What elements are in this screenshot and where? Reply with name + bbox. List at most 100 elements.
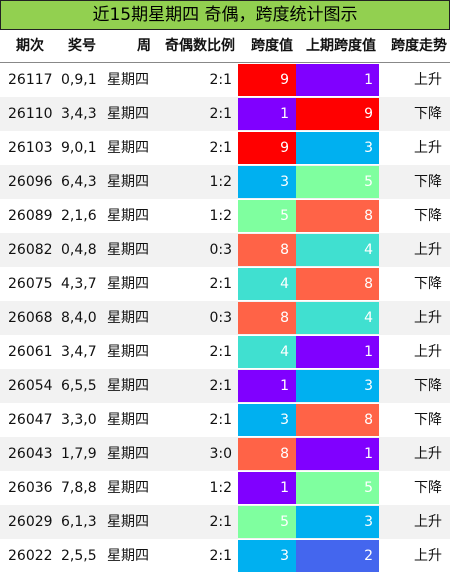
table-cell: 星期四 <box>107 412 149 428</box>
table-cell: 上升 <box>414 514 442 530</box>
span-cell: 1 <box>296 438 379 470</box>
table-cell: 星期四 <box>107 480 149 496</box>
span-cell: 4 <box>238 336 296 368</box>
span-cell: 1 <box>296 336 379 368</box>
table-cell: 2:1 <box>209 412 232 428</box>
table-cell: 3,3,0 <box>61 412 97 428</box>
table-cell: 0:3 <box>209 310 232 326</box>
table-cell: 星期四 <box>107 174 149 190</box>
table-cell: 上升 <box>414 344 442 360</box>
table-cell: 上升 <box>414 140 442 156</box>
table-cell: 26047 <box>8 412 53 428</box>
header-cell: 奖号 <box>68 38 96 54</box>
table-cell: 2:1 <box>209 140 232 156</box>
table-cell: 上升 <box>414 242 442 258</box>
span-cell: 3 <box>296 132 379 164</box>
header-cell: 跨度值 <box>251 38 293 54</box>
table-cell: 下降 <box>414 412 442 428</box>
table-cell: 1:2 <box>209 174 232 190</box>
table-cell: 26036 <box>8 480 53 496</box>
table-cell: 26096 <box>8 174 53 190</box>
span-cell: 8 <box>296 404 379 436</box>
header-rule <box>0 62 450 63</box>
table-cell: 下降 <box>414 106 442 122</box>
span-cell: 1 <box>238 472 296 504</box>
table-cell: 2:1 <box>209 378 232 394</box>
span-cell: 8 <box>296 200 379 232</box>
span-cell: 3 <box>238 166 296 198</box>
header-cell: 跨度走势 <box>391 38 447 54</box>
span-cell: 3 <box>296 506 379 538</box>
table-cell: 0,9,1 <box>61 72 97 88</box>
table-cell: 2:1 <box>209 344 232 360</box>
table-cell: 上升 <box>414 310 442 326</box>
table-cell: 上升 <box>414 548 442 564</box>
table-cell: 星期四 <box>107 242 149 258</box>
table-cell: 星期四 <box>107 310 149 326</box>
span-cell: 9 <box>238 132 296 164</box>
span-cell: 8 <box>238 234 296 266</box>
table-cell: 下降 <box>414 208 442 224</box>
table-cell: 26103 <box>8 140 53 156</box>
table-cell: 星期四 <box>107 72 149 88</box>
span-cell: 2 <box>296 540 379 572</box>
span-cell: 3 <box>238 404 296 436</box>
table-cell: 0,4,8 <box>61 242 97 258</box>
table-cell: 26110 <box>8 106 53 122</box>
table-cell: 2:1 <box>209 106 232 122</box>
span-cell: 5 <box>238 200 296 232</box>
span-cell: 5 <box>296 472 379 504</box>
table-cell: 1:2 <box>209 208 232 224</box>
header-cell: 上期跨度值 <box>306 38 376 54</box>
table-cell: 4,3,7 <box>61 276 97 292</box>
table-cell: 0:3 <box>209 242 232 258</box>
table-cell: 下降 <box>414 174 442 190</box>
span-cell: 8 <box>238 438 296 470</box>
table-cell: 8,4,0 <box>61 310 97 326</box>
span-cell: 1 <box>238 98 296 130</box>
table-cell: 1,7,9 <box>61 446 97 462</box>
table-cell: 星期四 <box>107 208 149 224</box>
table-cell: 2:1 <box>209 514 232 530</box>
span-cell: 8 <box>238 302 296 334</box>
table-cell: 星期四 <box>107 514 149 530</box>
span-cell: 5 <box>296 166 379 198</box>
table-cell: 26054 <box>8 378 53 394</box>
table-cell: 26029 <box>8 514 53 530</box>
table-cell: 2:1 <box>209 548 232 564</box>
span-cell: 5 <box>238 506 296 538</box>
table-cell: 26082 <box>8 242 53 258</box>
table-cell: 26068 <box>8 310 53 326</box>
table-cell: 26117 <box>8 72 53 88</box>
table-cell: 6,5,5 <box>61 378 97 394</box>
table-cell: 星期四 <box>107 378 149 394</box>
header-cell: 奇偶数比例 <box>165 38 235 54</box>
table-cell: 下降 <box>414 276 442 292</box>
table-cell: 2:1 <box>209 72 232 88</box>
span-cell: 1 <box>296 64 379 96</box>
table-cell: 2,5,5 <box>61 548 97 564</box>
table-cell: 星期四 <box>107 140 149 156</box>
table-cell: 星期四 <box>107 344 149 360</box>
table-cell: 下降 <box>414 378 442 394</box>
span-cell: 3 <box>238 540 296 572</box>
span-cell: 4 <box>296 302 379 334</box>
table-cell: 26043 <box>8 446 53 462</box>
table-cell: 26022 <box>8 548 53 564</box>
table-cell: 6,1,3 <box>61 514 97 530</box>
table-cell: 上升 <box>414 72 442 88</box>
span-cell: 3 <box>296 370 379 402</box>
table-cell: 下降 <box>414 480 442 496</box>
table-cell: 26075 <box>8 276 53 292</box>
table-cell: 星期四 <box>107 548 149 564</box>
span-cell: 8 <box>296 268 379 300</box>
table-cell: 9,0,1 <box>61 140 97 156</box>
table-cell: 上升 <box>414 446 442 462</box>
table-cell: 2,1,6 <box>61 208 97 224</box>
table-cell: 6,4,3 <box>61 174 97 190</box>
span-cell: 1 <box>238 370 296 402</box>
table-cell: 7,8,8 <box>61 480 97 496</box>
span-cell: 9 <box>238 64 296 96</box>
title: 近15期星期四 奇偶，跨度统计图示 <box>0 0 450 30</box>
